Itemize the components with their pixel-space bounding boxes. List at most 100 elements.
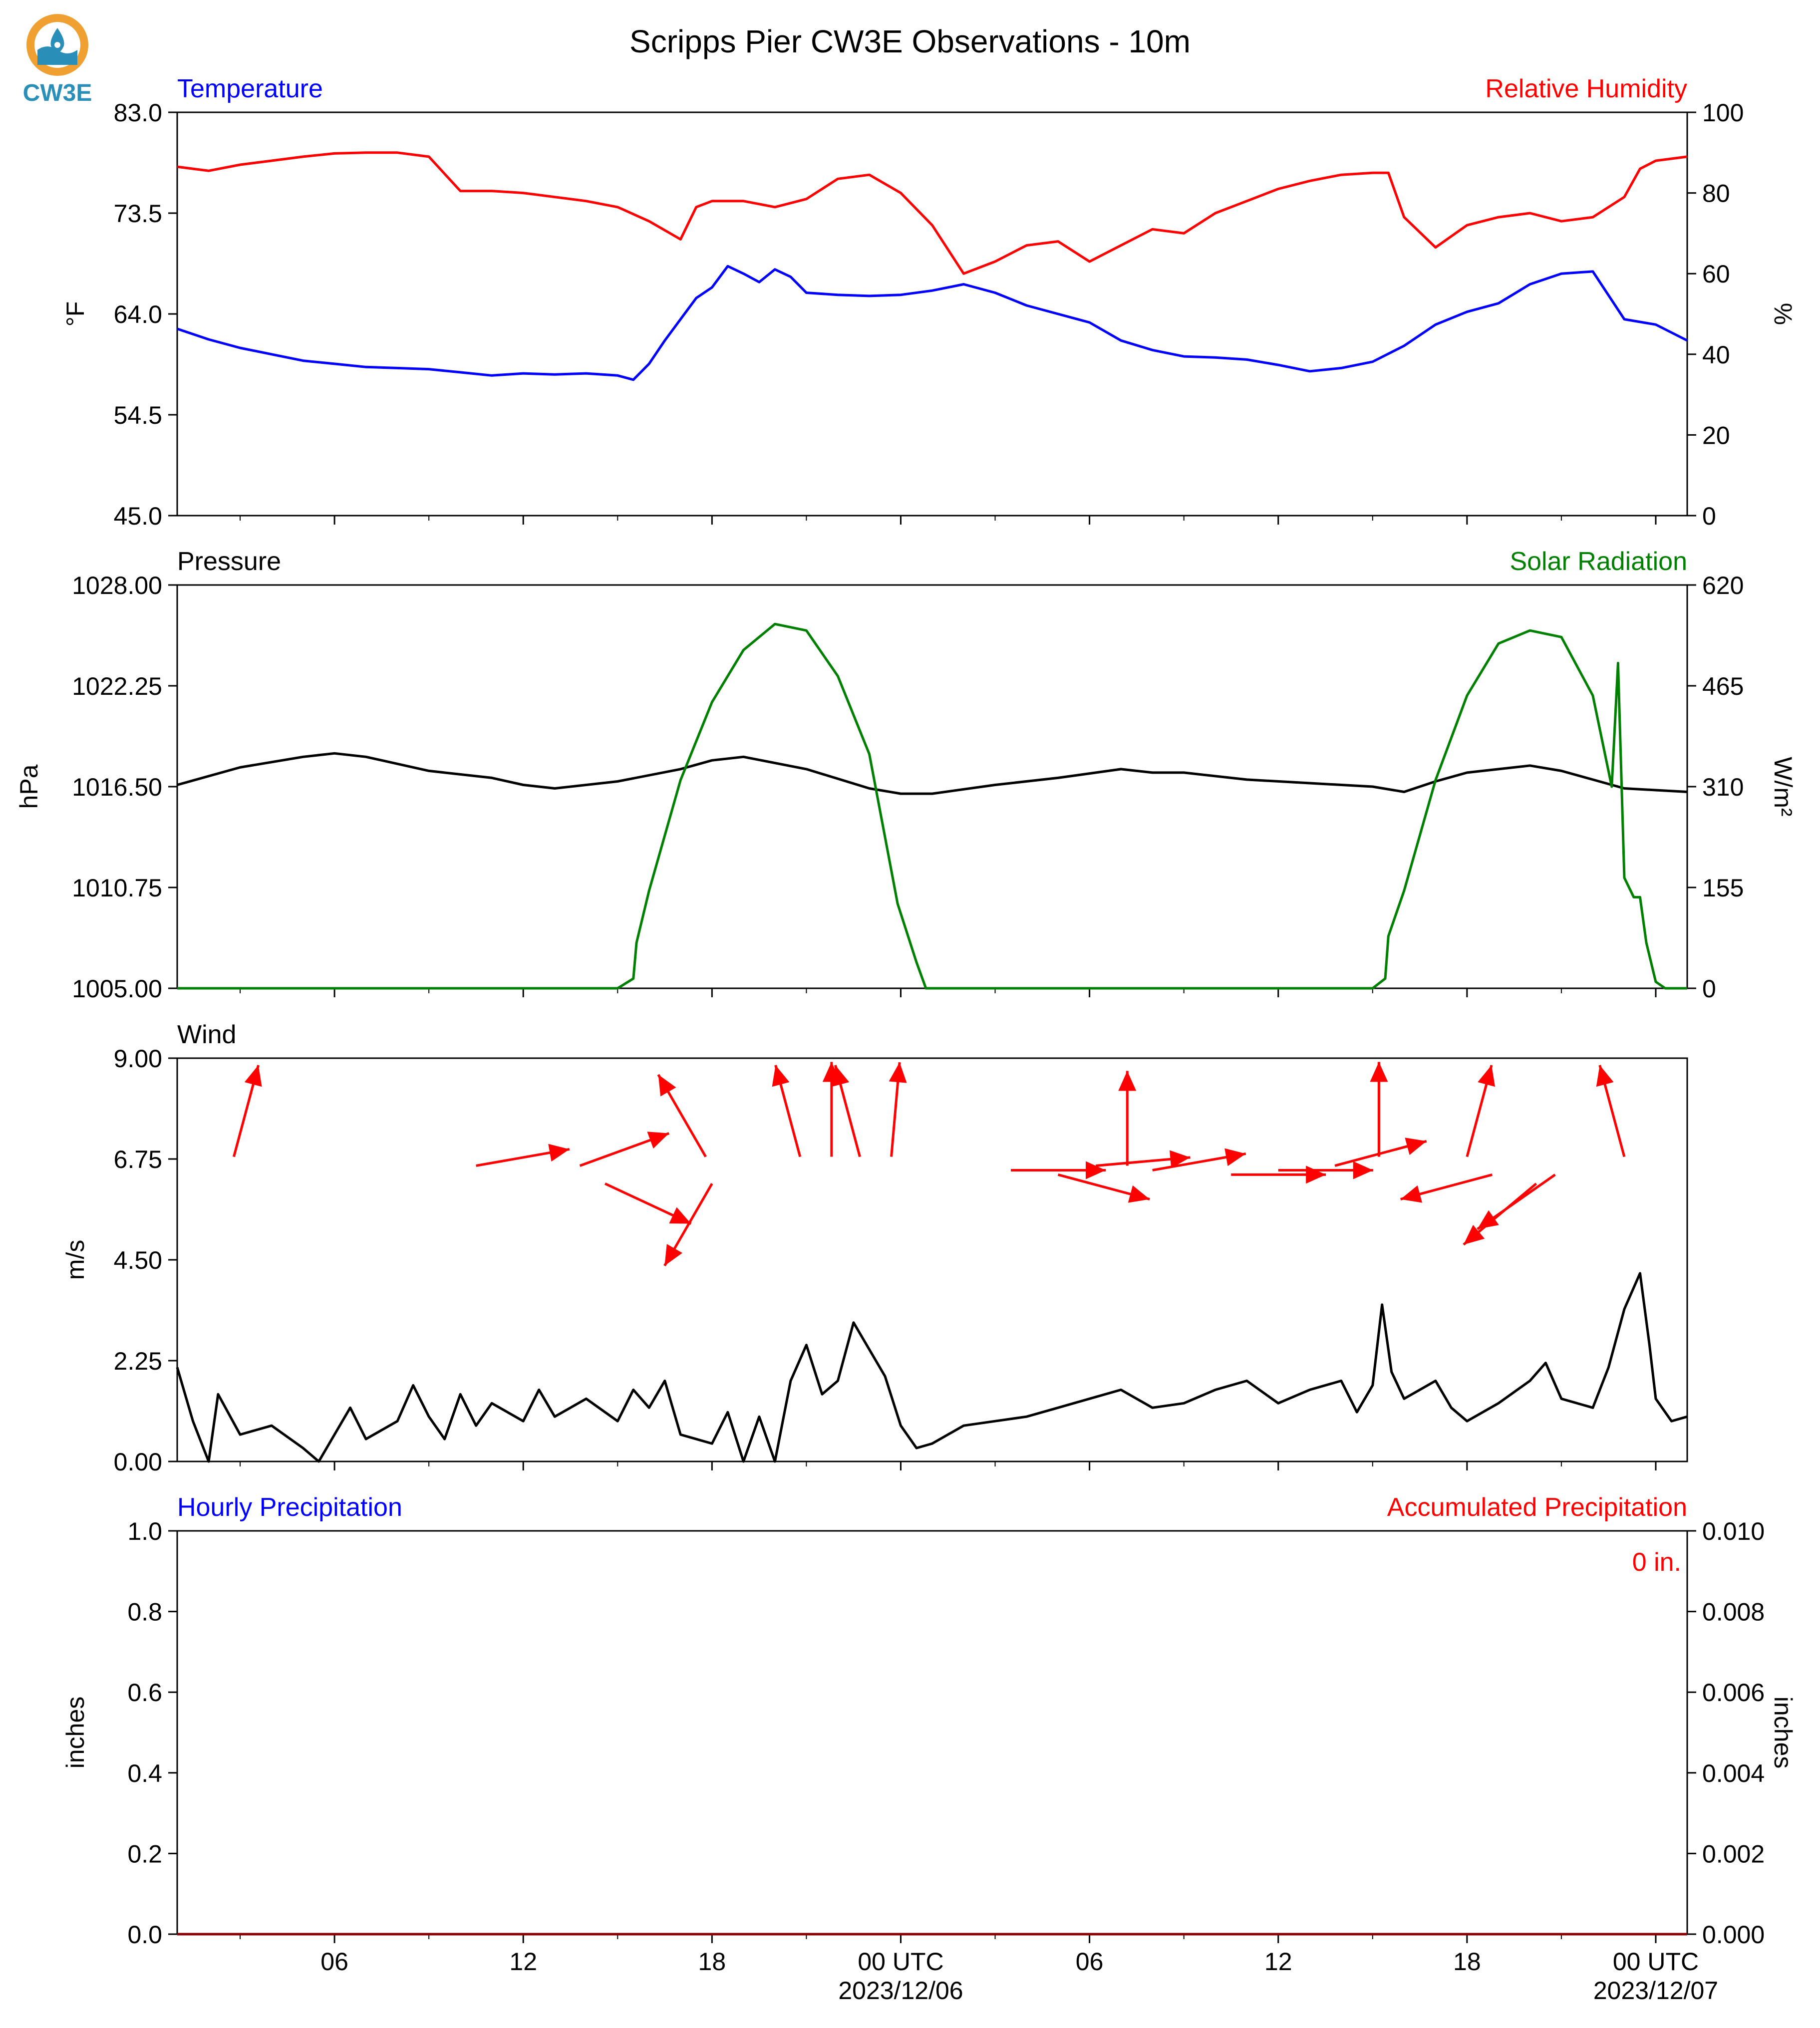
wind-arrow-head [1405,1138,1427,1156]
panel-title-right: Relative Humidity [1485,74,1687,103]
panel-title-left: Wind [177,1020,236,1049]
y2-tick-label: 0 [1702,975,1716,1003]
y-tick-label: 1.0 [127,1517,162,1545]
panel-title-left: Hourly Precipitation [177,1493,402,1522]
date-label: 2023/12/06 [838,1977,963,2005]
wind-arrow-head [1596,1065,1614,1087]
y2-tick-label: 0.008 [1702,1598,1765,1626]
x-tick-label: 00 UTC [858,1948,943,1976]
y2-tick-label: 80 [1702,180,1730,208]
series-line-relative-humidity [177,151,1688,275]
figure-title: Scripps Pier CW3E Observations - 10m [629,23,1191,59]
y-tick-label: 6.75 [114,1146,162,1173]
wind-arrow-head [1400,1185,1423,1203]
y-tick-label: 54.5 [114,401,162,429]
date-label: 2023/12/07 [1593,1977,1718,2005]
y-axis-label: hPa [15,764,43,809]
series-line-wind-speed [176,1272,1688,1463]
wind-arrow-head [889,1062,907,1083]
y2-tick-label: 20 [1702,421,1730,449]
wind-arrow-head [1128,1185,1150,1203]
y-tick-label: 4.50 [114,1246,162,1274]
wind-arrow-head [772,1065,790,1087]
wind-arrow-head [1224,1148,1246,1166]
wind-arrow-head [664,1244,682,1266]
y-tick-label: 0.8 [127,1598,162,1626]
y2-tick-label: 465 [1702,672,1744,700]
logo-text: CW3E [23,80,92,106]
y-tick-label: 1010.75 [72,874,162,902]
y-axis-label: inches [61,1697,89,1769]
x-tick-label: 18 [698,1948,726,1976]
y2-tick-label: 620 [1702,572,1744,599]
y-axis-label: m/s [61,1240,89,1280]
wind-arrow-head [1118,1071,1137,1091]
y-axis-label: °F [61,301,89,327]
series-line-temperature [177,265,1688,381]
wind-arrow-head [1086,1161,1106,1179]
y-tick-label: 0.00 [114,1448,162,1476]
cw3e-logo: CW3E [23,14,92,106]
y-tick-label: 0.4 [127,1759,162,1787]
plot-frame [176,1530,1688,1935]
y2-tick-label: 40 [1702,341,1730,369]
y-tick-label: 2.25 [114,1347,162,1375]
pressure-solar-panel: 1005.00 1010.75 1016.50 1022.25 1028.00 0 155 3… [15,547,1797,1003]
y-tick-label: 64.0 [114,300,162,328]
y2-tick-label: 100 [1702,99,1744,127]
y-tick-label: 0.0 [127,1921,162,1949]
panel-title-right: Solar Radiation [1510,547,1687,576]
wind-arrow-head [1306,1165,1326,1184]
panel-title-left: Temperature [177,74,323,103]
y2-axis-label: % [1769,303,1797,325]
y2-tick-label: 0.004 [1702,1759,1765,1787]
y2-tick-label: 0.010 [1702,1517,1765,1545]
panel-title-right: Accumulated Precipitation [1387,1493,1687,1522]
y2-tick-label: 155 [1702,874,1744,902]
wind-arrow-head [1170,1150,1191,1168]
wind-arrow-head [647,1132,669,1149]
logo-wave-icon [37,46,77,65]
logo-drop-icon [50,28,64,53]
y2-tick-label: 0 [1702,502,1716,530]
wind-arrow-head [658,1074,676,1097]
wind-arrow-head [1370,1062,1388,1082]
temperature-humidity-panel: 45.0 54.5 64.0 73.5 83.0 0 20 40 60 80 100 °F % Tempe… [61,74,1797,530]
y-tick-label: 0.2 [127,1840,162,1868]
y-tick-label: 73.5 [114,200,162,228]
y-tick-label: 1022.25 [72,672,162,700]
x-tick-label: 12 [509,1948,537,1976]
panel-title-left: Pressure [177,547,281,576]
x-tick-label: 12 [1264,1948,1292,1976]
y2-axis-label: inches [1769,1697,1797,1769]
y-tick-label: 1028.00 [72,572,162,599]
y2-axis-label: W/m² [1769,757,1797,816]
y-tick-label: 0.6 [127,1679,162,1707]
accumulated-annotation: 0 in. [1632,1548,1681,1577]
plot-frame [176,1057,1688,1462]
x-tick-label: 18 [1453,1948,1481,1976]
wind-arrow-head [1353,1161,1373,1179]
x-tick-label: 00 UTC [1613,1948,1699,1976]
x-tick-label: 06 [1076,1948,1104,1976]
series-line-pressure [177,752,1688,795]
y2-tick-label: 0.000 [1702,1921,1765,1949]
y2-tick-label: 310 [1702,773,1744,801]
y-tick-label: 1005.00 [72,975,162,1003]
y-tick-label: 1016.50 [72,773,162,801]
wind-arrow-head [244,1065,262,1087]
wind-arrow-head [1477,1210,1499,1229]
y-tick-label: 45.0 [114,502,162,530]
logo-drop-highlight [54,42,60,48]
y2-tick-label: 60 [1702,260,1730,288]
wind-arrow-head [1478,1065,1496,1087]
wind-arrow-head [1463,1225,1485,1245]
wind-arrow-head [548,1144,570,1162]
wind-arrow-head [832,1065,850,1087]
y-tick-label: 83.0 [114,99,162,127]
y-tick-label: 9.00 [114,1045,162,1073]
x-tick-label: 06 [320,1948,348,1976]
y2-tick-label: 0.002 [1702,1840,1765,1868]
